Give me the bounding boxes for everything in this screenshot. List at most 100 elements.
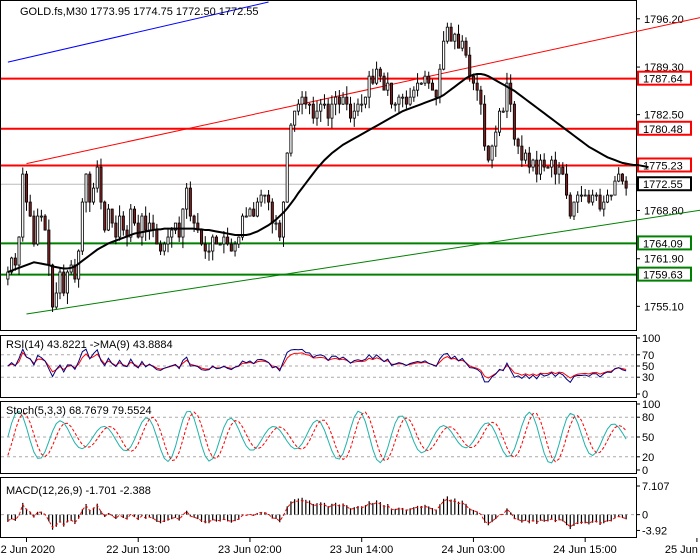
candle-body	[229, 243, 233, 252]
stoch-label: Stoch(5,3,3) 68.7679 79.5524	[6, 405, 152, 417]
candle-body	[598, 194, 602, 210]
candle-body	[363, 96, 367, 105]
candle-body	[80, 201, 84, 252]
level-label: 1764.09	[643, 238, 683, 250]
candle-body	[356, 103, 360, 112]
pane-tick-label: 30	[642, 372, 654, 384]
candle-body	[367, 75, 371, 98]
candle-body	[259, 194, 263, 203]
level-label: 1759.63	[643, 270, 683, 282]
candle-body	[121, 215, 125, 231]
candle-body	[520, 145, 524, 161]
candle-body	[248, 208, 252, 217]
time-tick-label: 25 Jun 04:00	[665, 544, 700, 556]
pane-tick-label: 20	[642, 452, 654, 464]
candle-body	[110, 208, 114, 224]
candle-body	[132, 208, 137, 224]
candle-body	[535, 159, 539, 175]
macd-pane-frame	[0, 477, 637, 538]
candle-body	[315, 110, 319, 119]
candle-body	[524, 152, 528, 161]
candle-body	[531, 159, 535, 168]
candle-body	[512, 103, 516, 140]
time-axis: 22 Jun 2020 22 Jun 13:00 23 Jun 02:00 23 Ju…	[0, 538, 700, 556]
candle-body	[509, 82, 513, 105]
level-label-inner	[639, 72, 690, 84]
candle-body	[557, 166, 561, 175]
candle-body	[591, 194, 595, 203]
candle-body	[6, 271, 10, 280]
candle-body	[378, 68, 382, 77]
candle-body	[330, 103, 334, 119]
candle-body	[144, 215, 148, 231]
candle-body	[222, 236, 226, 245]
candle-body	[159, 243, 163, 252]
candle-body	[54, 292, 58, 308]
rsi-line	[7, 347, 627, 384]
candle-body	[226, 236, 230, 245]
candle-body	[475, 82, 479, 91]
candlesticks	[6, 22, 628, 312]
candle-body	[457, 33, 461, 49]
candle-body	[587, 194, 591, 203]
candle-body	[460, 40, 464, 49]
candle-body	[281, 201, 285, 238]
candle-body	[155, 229, 159, 245]
pane-tick-label: 0	[642, 510, 648, 522]
macd-signal-line	[7, 498, 627, 529]
candle-body	[393, 103, 397, 106]
candle-body	[408, 96, 412, 105]
candle-body	[322, 103, 326, 106]
trendline-channel-bottom	[26, 209, 700, 315]
candle-body	[88, 173, 92, 203]
candle-body	[36, 215, 40, 245]
level-label-inner	[639, 159, 690, 171]
candle-body	[360, 103, 364, 106]
candle-body	[371, 75, 375, 84]
candle-body	[486, 145, 490, 161]
candle-body	[200, 229, 204, 245]
candle-body	[267, 194, 271, 203]
candle-body	[442, 40, 446, 70]
candle-body	[538, 159, 542, 175]
candle-body	[483, 103, 487, 147]
candle-body	[233, 243, 237, 252]
candle-body	[389, 82, 394, 105]
candle-body	[92, 187, 96, 203]
candle-body	[542, 159, 546, 168]
time-tick-label: 23 Jun 02:00	[218, 544, 282, 556]
candle-body	[118, 215, 122, 238]
candle-body	[84, 173, 88, 203]
candle-body	[32, 215, 36, 245]
pane-tick-label: 100	[642, 399, 660, 411]
candle-body	[24, 173, 29, 203]
stoch-d-line	[7, 411, 627, 463]
candle-body	[430, 82, 434, 91]
pane-tick-label: 50	[642, 361, 654, 373]
candle-body	[10, 257, 14, 273]
trendline-channel-top	[26, 17, 700, 165]
time-tick-label: 22 Jun 13:00	[106, 544, 170, 556]
candle-body	[237, 236, 241, 245]
candle-body	[17, 236, 21, 266]
candle-body	[162, 243, 166, 252]
candle-body	[39, 215, 43, 218]
candle-body	[605, 194, 610, 203]
candle-body	[579, 194, 583, 197]
candle-body	[423, 75, 427, 84]
price-tick-label: 1755.10	[644, 301, 684, 313]
candle-body	[285, 152, 289, 203]
price-tick-label: 1782.50	[644, 110, 684, 122]
moving-average	[7, 73, 649, 273]
candle-body	[181, 208, 185, 238]
candle-body	[620, 173, 624, 182]
candle-body	[240, 215, 245, 238]
candle-body	[505, 82, 509, 112]
candle-body	[572, 201, 576, 217]
candle-body	[311, 103, 315, 119]
candle-body	[326, 103, 330, 119]
candle-body	[568, 194, 572, 217]
candle-body	[576, 194, 580, 203]
candle-body	[375, 68, 379, 84]
